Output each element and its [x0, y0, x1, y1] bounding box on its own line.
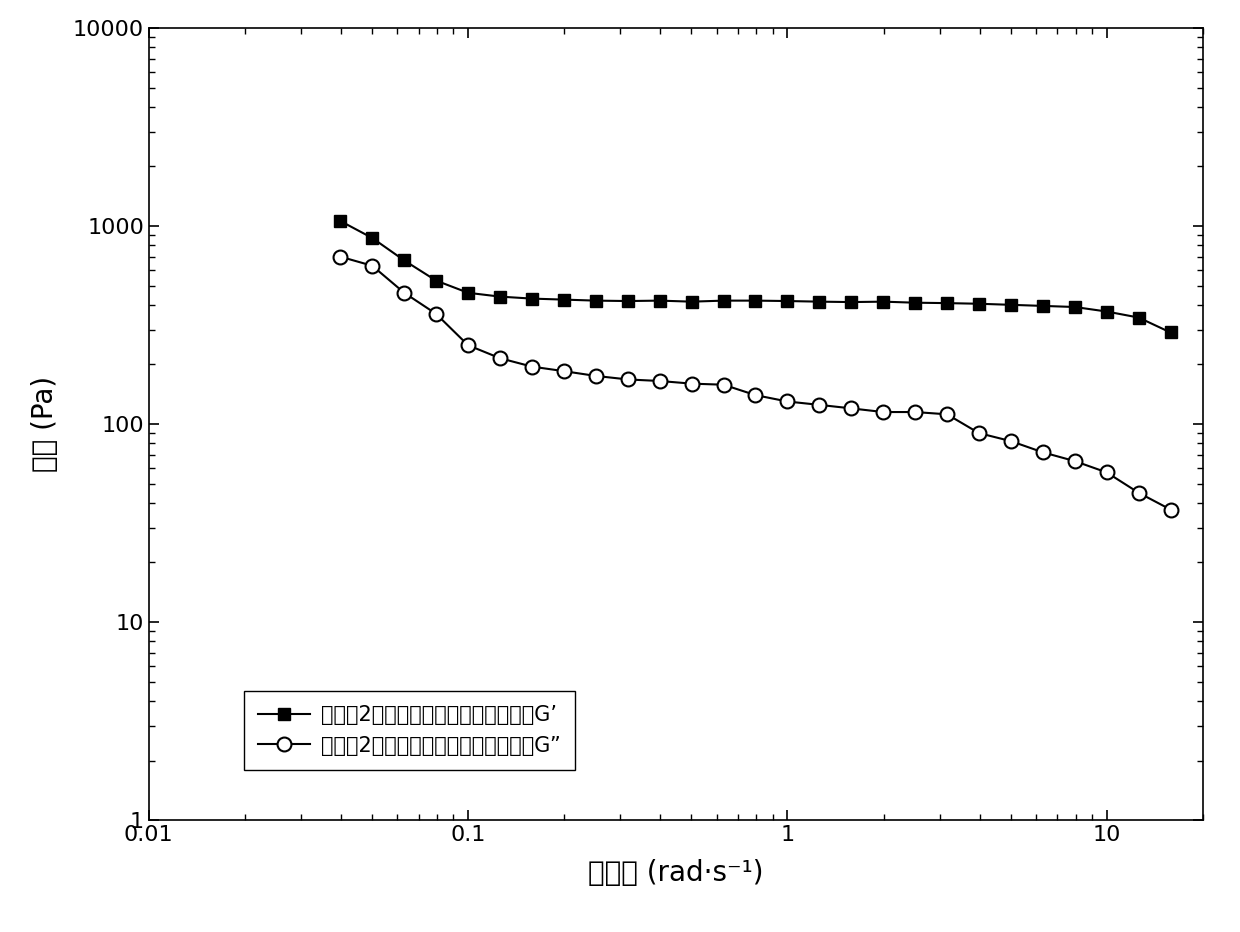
实施例2所述的耐温型复合清洁压裂液G’ [715, 295, 730, 307]
实施例2所述的耐温型复合清洁压裂液G’ [397, 254, 412, 266]
实施例2所述的耐温型复合清洁压裂液G” [971, 428, 986, 439]
实施例2所述的耐温型复合清洁压裂液G” [429, 308, 444, 320]
Line: 实施例2所述的耐温型复合清洁压裂液G”: 实施例2所述的耐温型复合清洁压裂液G” [334, 250, 1178, 516]
实施例2所述的耐温型复合清洁压裂液G” [620, 374, 635, 385]
实施例2所述的耐温型复合清洁压裂液G” [1163, 504, 1178, 515]
实施例2所述的耐温型复合清洁压裂液G” [1099, 467, 1114, 478]
实施例2所述的耐温型复合清洁压裂液G’ [1035, 300, 1050, 311]
实施例2所述的耐温型复合清洁压裂液G” [557, 365, 572, 377]
实施例2所述的耐温型复合清洁压裂液G’ [875, 296, 890, 308]
实施例2所述的耐温型复合清洁压裂液G’ [1163, 327, 1178, 338]
实施例2所述的耐温型复合清洁压裂液G” [748, 390, 763, 401]
实施例2所述的耐温型复合清洁压裂液G’ [365, 232, 379, 243]
实施例2所述的耐温型复合清洁压裂液G” [365, 260, 379, 271]
实施例2所述的耐温型复合清洁压裂液G” [332, 251, 347, 262]
Y-axis label: 模量 (Pa): 模量 (Pa) [31, 376, 60, 473]
实施例2所述的耐温型复合清洁压裂液G” [652, 376, 667, 387]
实施例2所述的耐温型复合清洁压裂液G’ [1003, 299, 1018, 310]
实施例2所述的耐温型复合清洁压裂液G” [875, 406, 890, 418]
实施例2所述的耐温型复合清洁压裂液G” [397, 287, 412, 298]
实施例2所述的耐温型复合清洁压裂液G’ [684, 296, 699, 308]
实施例2所述的耐温型复合清洁压裂液G’ [460, 287, 475, 298]
实施例2所述的耐温型复合清洁压裂液G’ [1131, 312, 1146, 323]
实施例2所述的耐温型复合清洁压裂液G” [908, 406, 923, 418]
实施例2所述的耐温型复合清洁压裂液G” [1003, 435, 1018, 446]
实施例2所述的耐温型复合清洁压裂液G’ [652, 295, 667, 307]
实施例2所述的耐温型复合清洁压裂液G’ [908, 297, 923, 308]
实施例2所述的耐温型复合清洁压裂液G’ [429, 275, 444, 286]
实施例2所述的耐温型复合清洁压裂液G’ [971, 298, 986, 309]
实施例2所述的耐温型复合清洁压裂液G’ [588, 295, 603, 307]
实施例2所述的耐温型复合清洁压裂液G” [1035, 446, 1050, 458]
实施例2所述的耐温型复合清洁压裂液G’ [780, 295, 795, 307]
实施例2所述的耐温型复合清洁压裂液G” [715, 379, 730, 391]
实施例2所述的耐温型复合清洁压裂液G” [525, 361, 539, 372]
实施例2所述的耐温型复合清洁压裂液G’ [492, 291, 507, 302]
Line: 实施例2所述的耐温型复合清洁压裂液G’: 实施例2所述的耐温型复合清洁压裂液G’ [334, 214, 1177, 338]
实施例2所述的耐温型复合清洁压裂液G” [492, 352, 507, 363]
实施例2所述的耐温型复合清洁压裂液G’ [748, 295, 763, 307]
实施例2所述的耐温型复合清洁压裂液G’ [843, 296, 858, 308]
实施例2所述的耐温型复合清洁压裂液G’ [332, 215, 347, 226]
实施例2所述的耐温型复合清洁压裂液G’ [1068, 301, 1083, 312]
实施例2所述的耐温型复合清洁压裂液G” [684, 378, 699, 390]
Legend: 实施例2所述的耐温型复合清洁压裂液G’, 实施例2所述的耐温型复合清洁压裂液G”: 实施例2所述的耐温型复合清洁压裂液G’, 实施例2所述的耐温型复合清洁压裂液G” [243, 691, 575, 770]
实施例2所述的耐温型复合清洁压裂液G” [1068, 456, 1083, 467]
实施例2所述的耐温型复合清洁压裂液G’ [557, 294, 572, 305]
实施例2所述的耐温型复合清洁压裂液G” [780, 396, 795, 407]
X-axis label: 角频率 (rad·s⁻¹): 角频率 (rad·s⁻¹) [588, 859, 764, 887]
实施例2所述的耐温型复合清洁压裂液G” [812, 399, 827, 410]
实施例2所述的耐温型复合清洁压裂液G’ [940, 297, 955, 308]
实施例2所述的耐温型复合清洁压裂液G” [940, 409, 955, 420]
实施例2所述的耐温型复合清洁压裂液G’ [620, 295, 635, 307]
实施例2所述的耐温型复合清洁压裂液G” [460, 339, 475, 350]
实施例2所述的耐温型复合清洁压裂液G” [588, 370, 603, 381]
实施例2所述的耐温型复合清洁压裂液G’ [525, 293, 539, 304]
实施例2所述的耐温型复合清洁压裂液G’ [812, 296, 827, 308]
实施例2所述的耐温型复合清洁压裂液G” [1131, 487, 1146, 499]
实施例2所述的耐温型复合清洁压裂液G’ [1099, 306, 1114, 317]
实施例2所述的耐温型复合清洁压裂液G” [843, 403, 858, 414]
